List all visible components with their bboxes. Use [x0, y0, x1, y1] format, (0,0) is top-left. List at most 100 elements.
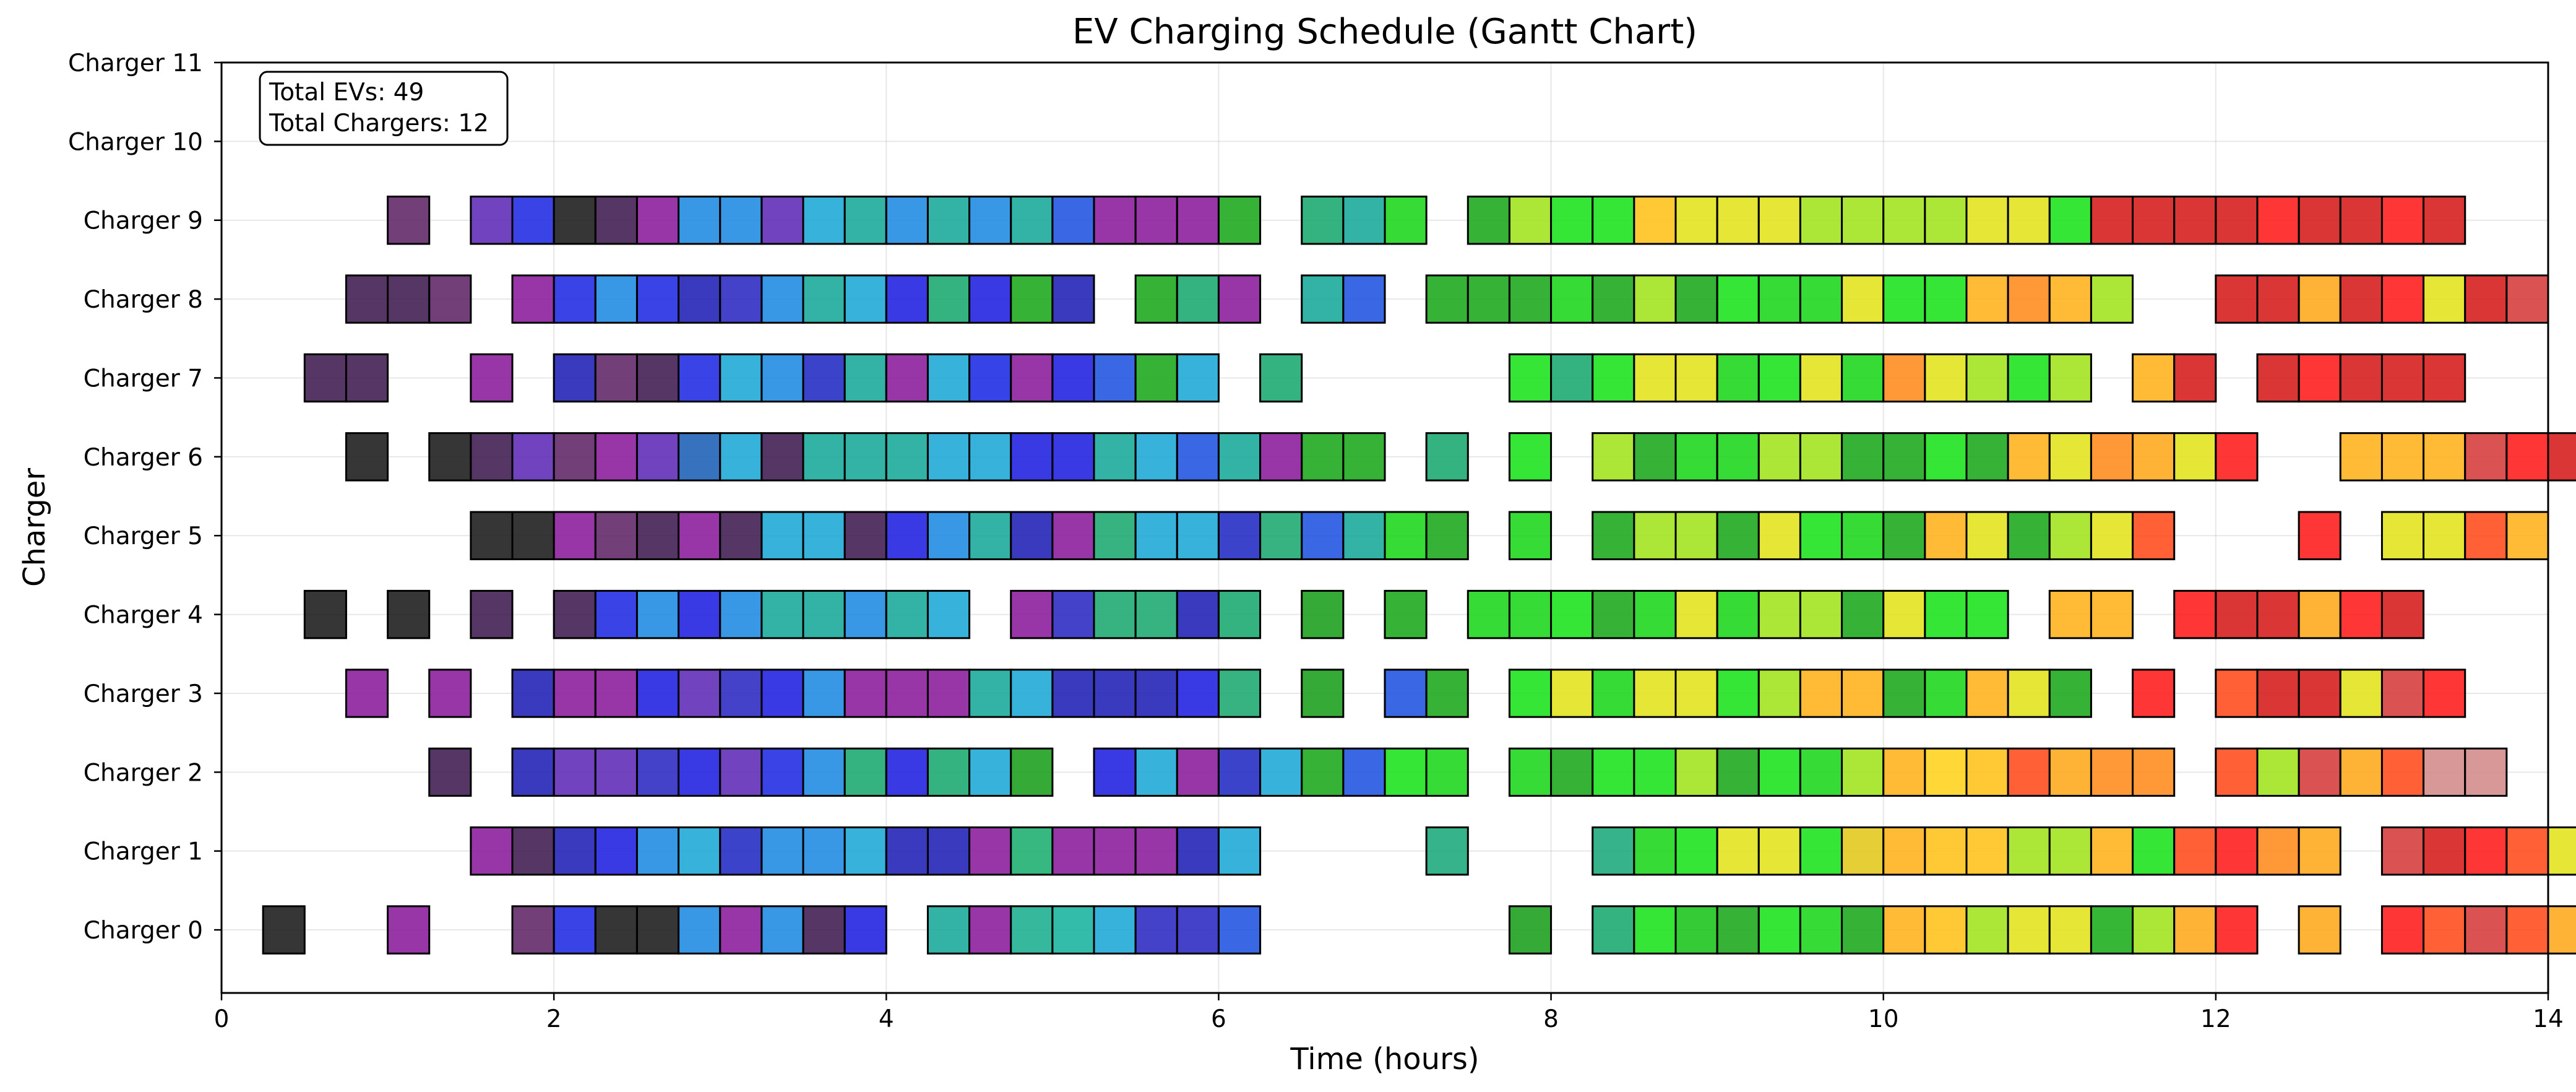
charging-block — [1550, 196, 1594, 245]
charging-block — [802, 511, 846, 560]
charging-block — [802, 353, 846, 403]
charging-block — [802, 589, 846, 639]
charging-block — [553, 511, 597, 560]
charging-block — [428, 669, 472, 718]
charging-block — [2132, 196, 2176, 245]
charging-block — [1176, 353, 1220, 403]
charging-block — [1716, 196, 1760, 245]
charging-block — [2547, 826, 2576, 876]
charging-block — [1882, 826, 1926, 876]
charging-block — [2505, 274, 2549, 324]
charging-block — [2339, 432, 2383, 482]
charging-block — [1633, 826, 1677, 876]
charging-block — [2173, 589, 2217, 639]
charging-block — [1757, 589, 1801, 639]
charging-block — [2007, 669, 2051, 718]
charging-block — [303, 589, 347, 639]
charging-block — [2090, 511, 2134, 560]
charging-block — [1799, 274, 1843, 324]
charging-block — [719, 274, 763, 324]
charging-block — [1093, 432, 1137, 482]
charging-block — [1010, 747, 1054, 797]
charging-block — [843, 274, 887, 324]
charging-block — [594, 511, 638, 560]
charging-block — [1592, 589, 1635, 639]
charging-block — [968, 274, 1012, 324]
charging-block — [1093, 511, 1137, 560]
charging-block — [2090, 747, 2134, 797]
charging-block — [511, 905, 555, 955]
charging-block — [926, 196, 971, 245]
charging-block — [1592, 905, 1635, 955]
charging-block — [760, 826, 804, 876]
charging-block — [885, 747, 929, 797]
charging-block — [2380, 196, 2425, 245]
charging-block — [1592, 669, 1635, 718]
charging-block — [1633, 905, 1677, 955]
charging-block — [1799, 747, 1843, 797]
charging-block — [1716, 669, 1760, 718]
charging-block — [678, 669, 722, 718]
charging-block — [594, 196, 638, 245]
charging-block — [428, 274, 472, 324]
charging-block — [1217, 589, 1262, 639]
charging-block — [2048, 196, 2092, 245]
charging-block — [470, 432, 514, 482]
charging-block — [1425, 432, 1469, 482]
charging-block — [2256, 274, 2300, 324]
charging-block — [1633, 196, 1677, 245]
charging-block — [1134, 826, 1178, 876]
charging-block — [1592, 353, 1635, 403]
charging-block — [1757, 196, 1801, 245]
charging-block — [594, 747, 638, 797]
charging-block — [635, 432, 680, 482]
charging-block — [678, 196, 722, 245]
charging-block — [926, 511, 971, 560]
charging-block — [2132, 669, 2176, 718]
charging-block — [2048, 511, 2092, 560]
schedule-blocks — [262, 196, 2576, 955]
charging-block — [1217, 196, 1262, 245]
charging-block — [1176, 432, 1220, 482]
charging-block — [428, 747, 472, 797]
charging-block — [1965, 432, 2009, 482]
charging-block — [2298, 669, 2341, 718]
charging-block — [1841, 274, 1885, 324]
charging-block — [2423, 669, 2466, 718]
charging-block — [1384, 669, 1428, 718]
charging-block — [1841, 353, 1885, 403]
plot-frame — [220, 61, 2549, 994]
charging-block — [511, 669, 555, 718]
charging-block — [2007, 274, 2051, 324]
charging-block — [802, 196, 846, 245]
charging-block — [1134, 747, 1178, 797]
charging-block — [2007, 747, 2051, 797]
charging-block — [2380, 432, 2425, 482]
charging-block — [1550, 747, 1594, 797]
charging-block — [594, 353, 638, 403]
charging-block — [1882, 669, 1926, 718]
charging-block — [2380, 353, 2425, 403]
charging-block — [1010, 274, 1054, 324]
charging-block — [885, 826, 929, 876]
charging-block — [2090, 432, 2134, 482]
charging-block — [1176, 274, 1220, 324]
charging-block — [2215, 747, 2259, 797]
charging-block — [1965, 826, 2009, 876]
charging-block — [968, 432, 1012, 482]
charging-block — [1217, 747, 1262, 797]
charging-block — [802, 905, 846, 955]
charging-block — [1508, 274, 1553, 324]
charging-block — [2423, 511, 2466, 560]
charging-block — [926, 589, 971, 639]
charging-block — [760, 589, 804, 639]
charging-block — [1841, 511, 1885, 560]
charging-block — [2423, 826, 2466, 876]
charging-block — [1301, 274, 1345, 324]
charging-block — [1176, 905, 1220, 955]
charging-block — [553, 669, 597, 718]
charging-block — [719, 747, 763, 797]
charging-block — [1093, 353, 1137, 403]
charging-block — [1467, 274, 1510, 324]
charging-block — [1010, 589, 1054, 639]
